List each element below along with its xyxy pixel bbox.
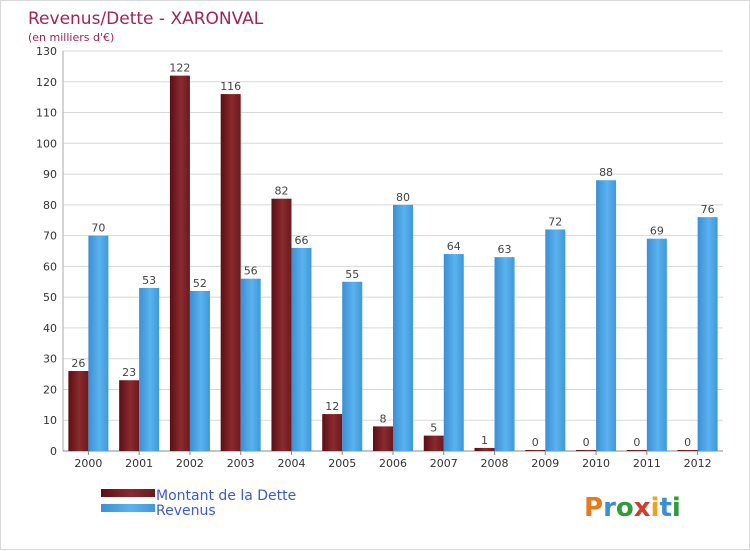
bar-debt-2008	[474, 447, 495, 451]
x-tick-label: 2002	[176, 457, 204, 470]
y-tick-label: 70	[43, 230, 57, 243]
y-tick-label: 110	[36, 107, 57, 120]
x-tick-label: 2012	[684, 457, 712, 470]
y-tick-label: 20	[43, 383, 57, 396]
x-tick-label: 2007	[430, 457, 458, 470]
y-tick-label: 30	[43, 353, 57, 366]
data-label-debt-2001: 23	[122, 366, 136, 379]
bar-debt-2001	[119, 380, 140, 451]
data-label-revenus-2004: 66	[294, 234, 308, 247]
x-tick-label: 2009	[531, 457, 559, 470]
x-tick-label: 2006	[379, 457, 407, 470]
y-tick-label: 40	[43, 322, 57, 335]
bar-debt-2004	[271, 198, 292, 451]
bar-debt-2000	[68, 371, 89, 451]
bar-revenus-2004	[291, 247, 312, 451]
data-label-debt-2006: 8	[380, 412, 387, 425]
bar-debt-2003	[220, 94, 241, 452]
bar-debt-2009	[525, 450, 546, 451]
data-label-debt-2002: 122	[169, 62, 190, 75]
data-label-revenus-2012: 76	[701, 203, 715, 216]
y-tick-label: 130	[36, 45, 57, 58]
bar-revenus-2010	[596, 180, 617, 451]
data-label-debt-2008: 1	[481, 434, 488, 447]
bar-revenus-2005	[342, 281, 363, 451]
x-tick-label: 2010	[582, 457, 610, 470]
bar-revenus-2000	[88, 235, 109, 451]
bar-debt-2005	[322, 414, 343, 451]
data-label-revenus-2008: 63	[498, 243, 512, 256]
bar-debt-2010	[576, 450, 597, 451]
data-label-revenus-2002: 52	[193, 277, 207, 290]
bar-revenus-2011	[646, 238, 667, 451]
data-label-debt-2003: 116	[220, 80, 241, 93]
legend-swatch-debt	[101, 489, 155, 497]
data-label-revenus-2010: 88	[599, 166, 613, 179]
bar-debt-2006	[373, 426, 393, 451]
x-tick-label: 2011	[633, 457, 661, 470]
labels-layer: 2670235312252116568266125588056416307208…	[71, 62, 714, 449]
y-tick-label: 120	[36, 76, 57, 89]
bar-revenus-2008	[494, 257, 515, 451]
x-tick-label: 2004	[277, 457, 305, 470]
x-tick-label: 2000	[74, 457, 102, 470]
data-label-debt-2004: 82	[274, 185, 288, 198]
x-tick-label: 2001	[125, 457, 153, 470]
bar-debt-2012	[677, 450, 698, 451]
bar-revenus-2006	[393, 204, 413, 451]
bar-revenus-2007	[443, 254, 464, 451]
y-tick-label: 60	[43, 260, 57, 273]
data-label-revenus-2001: 53	[142, 274, 156, 287]
chart-subtitle: (en milliers d'€)	[28, 31, 114, 44]
bar-revenus-2002	[189, 291, 210, 451]
data-label-revenus-2000: 70	[91, 222, 105, 235]
data-label-debt-2000: 26	[71, 357, 85, 370]
data-label-debt-2011: 0	[633, 436, 640, 449]
bar-debt-2011	[626, 450, 647, 451]
legend-label-revenus: Revenus	[156, 503, 216, 519]
bar-revenus-2009	[545, 229, 566, 451]
bar-revenus-2012	[697, 217, 718, 451]
x-tick-label: 2003	[227, 457, 255, 470]
y-tick-label: 80	[43, 199, 57, 212]
y-tick-label: 100	[36, 137, 57, 150]
y-tick-label: 90	[43, 168, 57, 181]
y-tick-label: 0	[50, 445, 57, 458]
data-label-revenus-2007: 64	[447, 240, 461, 253]
watermark-logo: Proxiti	[584, 493, 681, 523]
legend-swatch-revenus	[101, 504, 155, 512]
bar-revenus-2001	[139, 287, 160, 451]
chart-title: Revenus/Dette - XARONVAL	[28, 9, 264, 29]
bar-debt-2007	[423, 435, 444, 451]
legend-label-debt: Montant de la Dette	[156, 488, 296, 504]
data-label-debt-2007: 5	[430, 422, 437, 435]
data-label-revenus-2011: 69	[650, 225, 664, 238]
y-tick-label: 10	[43, 414, 57, 427]
data-label-debt-2010: 0	[583, 436, 590, 449]
data-label-revenus-2006: 80	[396, 191, 410, 204]
data-label-debt-2005: 12	[325, 400, 339, 413]
bar-debt-2002	[169, 75, 190, 451]
svg-text:Proxiti: Proxiti	[584, 493, 681, 523]
data-label-revenus-2003: 56	[244, 265, 258, 278]
data-label-debt-2009: 0	[532, 436, 539, 449]
legend: Montant de la Dette Revenus	[101, 488, 296, 519]
data-label-revenus-2005: 55	[345, 268, 359, 281]
x-tick-label: 2008	[481, 457, 509, 470]
bars-layer	[68, 75, 718, 452]
data-label-revenus-2009: 72	[548, 215, 562, 228]
x-tick-label: 2005	[328, 457, 356, 470]
data-label-debt-2012: 0	[684, 436, 691, 449]
bar-revenus-2003	[240, 278, 261, 451]
y-tick-label: 50	[43, 291, 57, 304]
